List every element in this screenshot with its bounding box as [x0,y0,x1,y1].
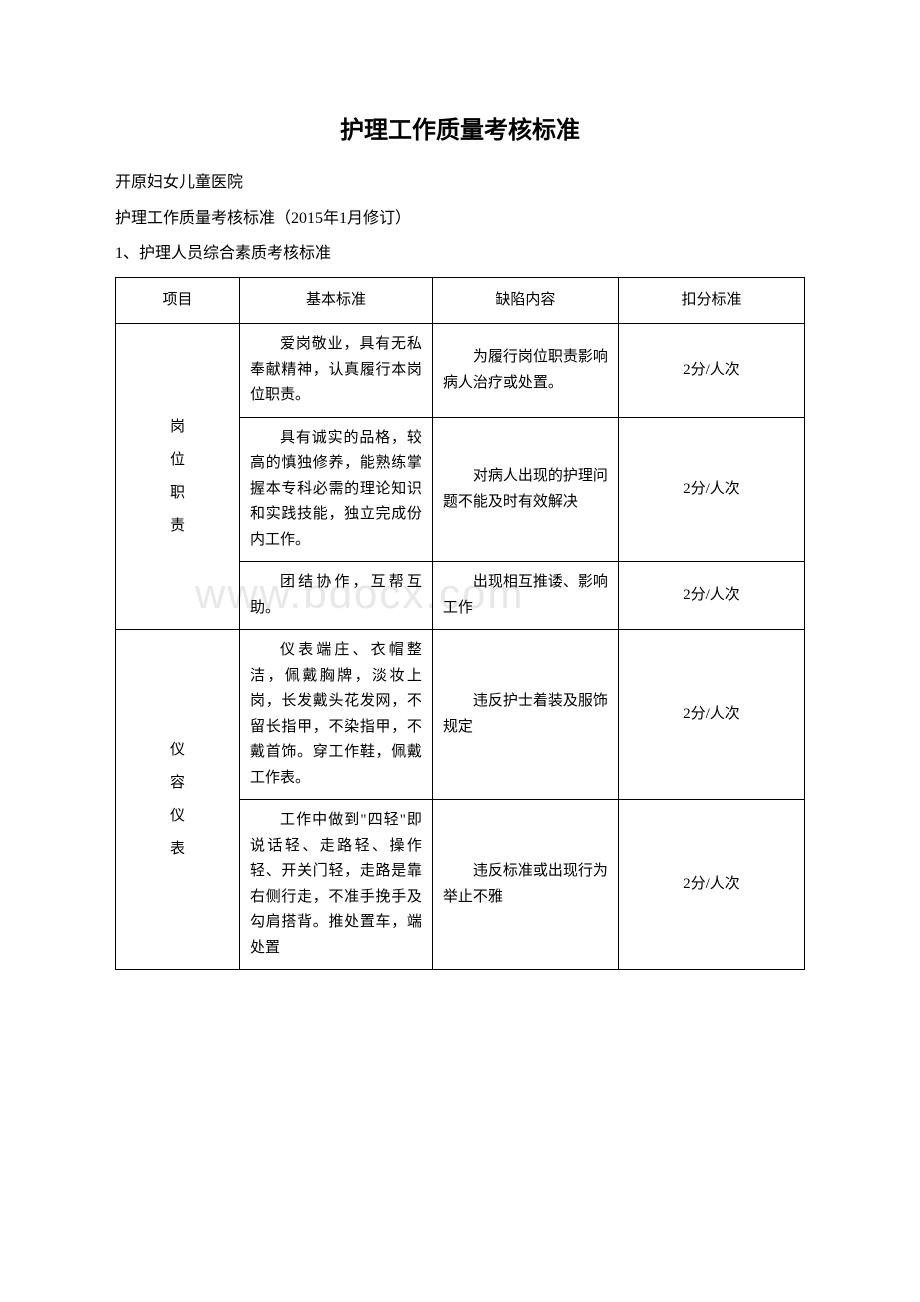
score-cell: 2分/人次 [618,630,804,800]
standard-cell: 具有诚实的品格，较高的慎独修养，能熟练掌握本专科必需的理论知识和实践技能，独立完… [240,417,433,562]
header-col2: 基本标准 [240,277,433,324]
table-row: 仪 容 仪 表 仪表端庄、衣帽整洁，佩戴胸牌，淡妆上岗，长发戴头花发网，不留长指… [116,630,805,800]
table-row: 岗 位 职 责 爱岗敬业，具有无私奉献精神，认真履行本岗位职责。 为履行岗位职责… [116,324,805,418]
table-header-row: 项目 基本标准 缺陷内容 扣分标准 [116,277,805,324]
document-title: 护理工作质量考核标准 [115,110,805,145]
category-char: 职 [170,477,185,510]
category-char: 位 [170,444,185,477]
defect-cell: 对病人出现的护理问题不能及时有效解决 [432,417,618,562]
standard-cell: 爱岗敬业，具有无私奉献精神，认真履行本岗位职责。 [240,324,433,418]
defect-cell: 为履行岗位职责影响病人治疗或处置。 [432,324,618,418]
header-col4: 扣分标准 [618,277,804,324]
defect-cell: 违反护士着装及服饰规定 [432,630,618,800]
score-cell: 2分/人次 [618,562,804,630]
defect-cell: 违反标准或出现行为举止不雅 [432,800,618,970]
section-heading: 1、护理人员综合素质考核标准 [115,241,805,267]
category-cell-2: 仪 容 仪 表 [116,630,240,970]
header-col3: 缺陷内容 [432,277,618,324]
category-char: 责 [170,510,185,543]
score-cell: 2分/人次 [618,800,804,970]
standard-cell: 团结协作，互帮互助。 [240,562,433,630]
category-char: 仪 [170,734,185,767]
category-char: 仪 [170,800,185,833]
category-cell-1: 岗 位 职 责 [116,324,240,630]
score-cell: 2分/人次 [618,324,804,418]
header-col1: 项目 [116,277,240,324]
standard-cell: 仪表端庄、衣帽整洁，佩戴胸牌，淡妆上岗，长发戴头花发网，不留长指甲，不染指甲，不… [240,630,433,800]
category-char: 岗 [170,411,185,444]
standard-cell: 工作中做到"四轻"即说话轻、走路轻、操作轻、开关门轻，走路是靠右侧行走，不准手挽… [240,800,433,970]
defect-cell: 出现相互推诿、影响工作 [432,562,618,630]
category-char: 表 [170,833,185,866]
category-char: 容 [170,767,185,800]
assessment-table: 项目 基本标准 缺陷内容 扣分标准 岗 位 职 责 爱岗敬业，具有无私奉献精神，… [115,277,805,971]
hospital-name: 开原妇女儿童医院 [115,170,805,196]
subtitle-text: 护理工作质量考核标准（2015年1月修订） [115,206,805,232]
score-cell: 2分/人次 [618,417,804,562]
